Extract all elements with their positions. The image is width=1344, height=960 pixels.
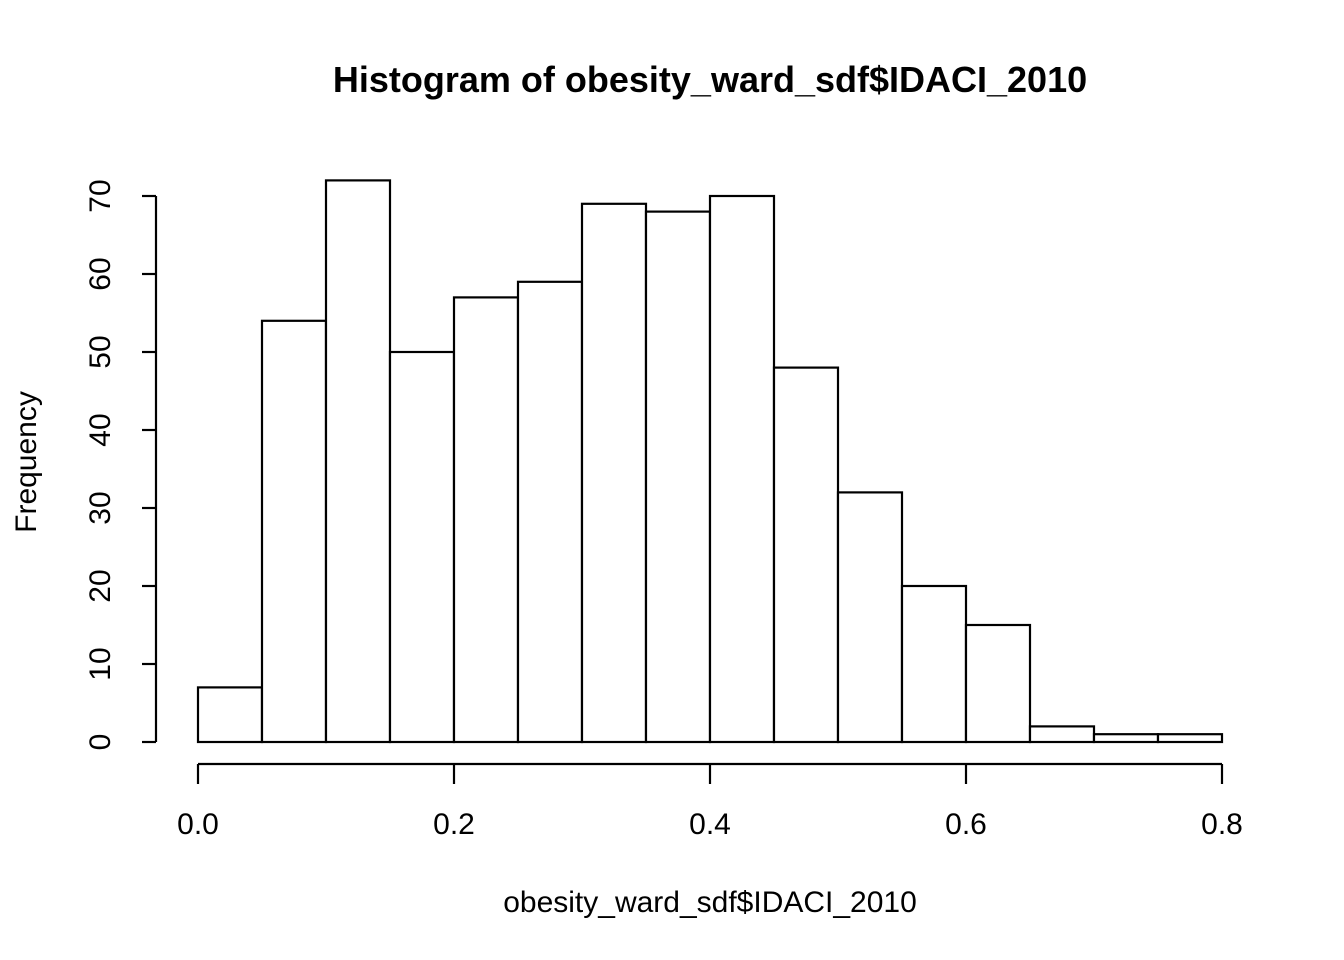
histogram-bar-1 <box>260 319 328 744</box>
y-tick-label-0: 0 <box>84 734 117 751</box>
histogram-bar-4 <box>452 296 520 744</box>
x-tick-label-0: 0.0 <box>177 808 219 841</box>
histogram-bar-10 <box>836 491 904 744</box>
histogram-bar-14 <box>1092 733 1160 744</box>
bars-group <box>196 179 1224 744</box>
y-tick-label-6: 60 <box>84 257 117 290</box>
x-tick-label-4: 0.8 <box>1201 808 1243 841</box>
x-tick-label-2: 0.4 <box>689 808 731 841</box>
x-axis-label: obesity_ward_sdf$IDACI_2010 <box>503 886 917 919</box>
histogram-bar-7 <box>644 210 712 744</box>
x-axis: 0.0 0.2 0.4 0.6 0.8 <box>177 762 1243 841</box>
histogram-bar-15 <box>1156 733 1224 744</box>
histogram-bar-3 <box>388 350 456 744</box>
histogram-bar-6 <box>580 202 648 744</box>
y-tick-label-2: 20 <box>84 569 117 602</box>
chart-title: Histogram of obesity_ward_sdf$IDACI_2010 <box>333 59 1087 100</box>
y-tick-label-7: 70 <box>84 179 117 212</box>
histogram-bar-0 <box>196 686 264 744</box>
y-tick-label-1: 10 <box>84 647 117 680</box>
histogram-bar-8 <box>708 194 776 744</box>
y-tick-label-5: 50 <box>84 335 117 368</box>
y-axis-label: Frequency <box>10 391 43 533</box>
histogram-bar-5 <box>516 280 584 744</box>
y-tick-label-3: 30 <box>84 491 117 524</box>
y-tick-label-4: 40 <box>84 413 117 446</box>
x-tick-label-1: 0.2 <box>433 808 475 841</box>
histogram-bar-13 <box>1028 725 1096 744</box>
histogram-bar-9 <box>772 366 840 744</box>
histogram-bar-12 <box>964 623 1032 744</box>
histogram-bar-2 <box>324 179 392 744</box>
y-axis: 0 10 20 30 40 50 60 70 <box>84 179 158 751</box>
x-tick-label-3: 0.6 <box>945 808 987 841</box>
histogram-bar-11 <box>900 584 968 744</box>
